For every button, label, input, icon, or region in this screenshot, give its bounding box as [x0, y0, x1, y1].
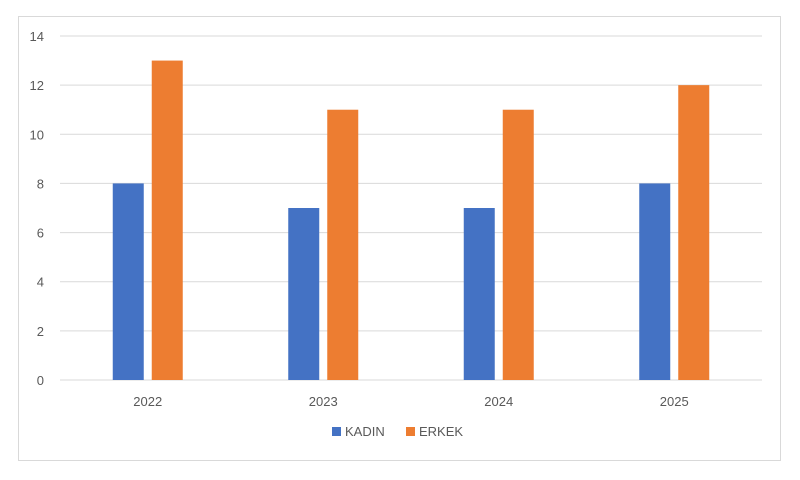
bars	[112, 60, 710, 381]
y-tick-label: 14	[30, 29, 44, 44]
bar-erkek-2022	[151, 60, 183, 380]
y-tick-label: 12	[30, 78, 44, 93]
x-tick-label: 2023	[309, 394, 338, 409]
bar-erkek-2025	[678, 85, 710, 381]
bar-erkek-2024	[502, 109, 534, 380]
y-tick-label: 2	[37, 324, 44, 339]
y-tick-label: 4	[37, 275, 44, 290]
y-tick-label: 8	[37, 176, 44, 191]
bar-erkek-2023	[327, 109, 359, 380]
bar-kadin-2025	[639, 183, 671, 380]
x-tick-label: 2024	[484, 394, 513, 409]
y-tick-label: 6	[37, 226, 44, 241]
x-axis-ticks: 2022 2023 2024 2025	[133, 394, 688, 409]
legend-item-kadin: KADIN	[332, 424, 385, 439]
bar-kadin-2024	[463, 208, 495, 380]
legend: KADIN ERKEK	[332, 424, 463, 439]
x-tick-label: 2022	[133, 394, 162, 409]
bar-kadin-2022	[112, 183, 144, 380]
bar-kadin-2023	[288, 208, 320, 380]
y-axis-ticks: 0 2 4 6 8 10 12 14	[30, 29, 44, 388]
legend-swatch	[406, 427, 415, 436]
x-tick-label: 2025	[660, 394, 689, 409]
legend-label: ERKEK	[419, 424, 463, 439]
legend-item-erkek: ERKEK	[406, 424, 463, 439]
legend-label: KADIN	[345, 424, 385, 439]
legend-swatch	[332, 427, 341, 436]
y-tick-label: 0	[37, 373, 44, 388]
y-tick-label: 10	[30, 127, 44, 142]
